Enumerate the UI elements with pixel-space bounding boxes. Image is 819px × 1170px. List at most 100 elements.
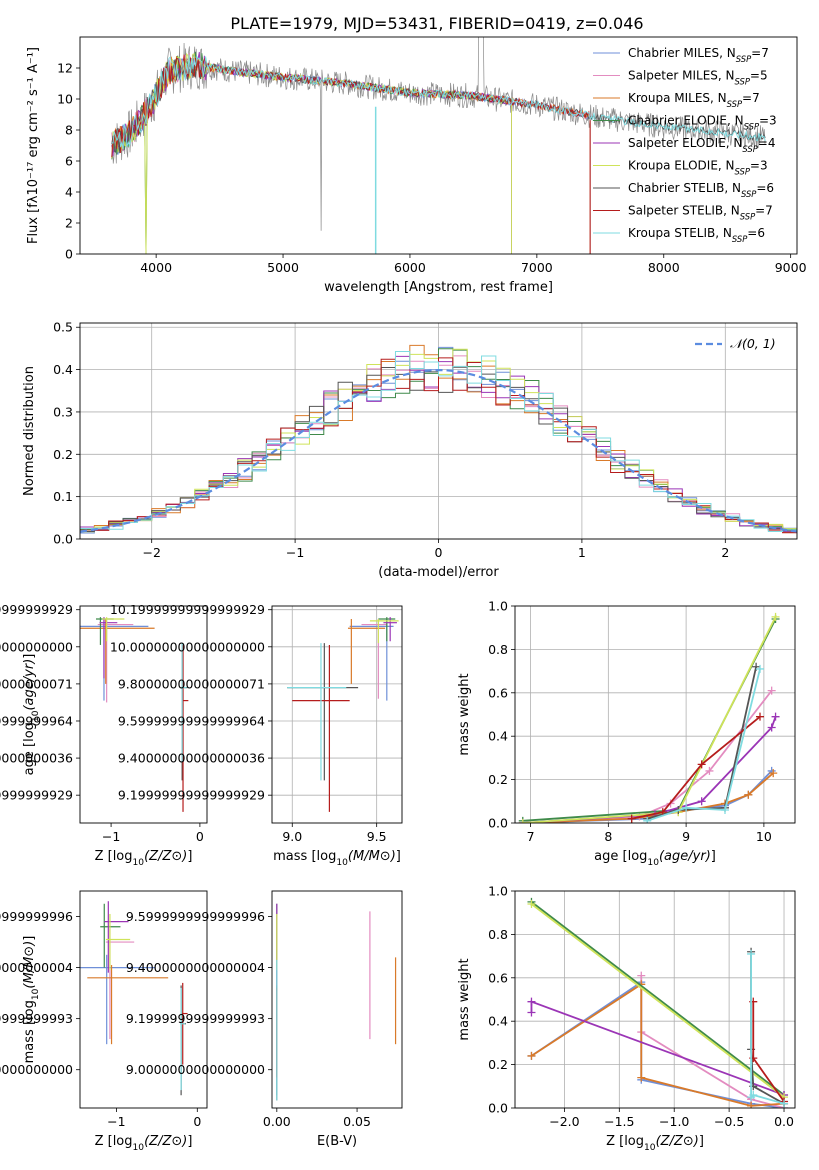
- weight-marker: [747, 949, 756, 958]
- weight-line: [522, 616, 777, 823]
- x-tick-label: 0: [196, 829, 204, 844]
- x-tick-label: 0.00: [263, 1114, 291, 1129]
- y-tick-label: 9.19999999999999929: [118, 788, 265, 803]
- weight-marker: [721, 805, 729, 814]
- italic-part: (age/yr): [22, 659, 37, 711]
- x-tick-label: 0: [193, 1114, 201, 1129]
- axes-frame: [271, 605, 403, 824]
- y-tick-label: 4: [65, 185, 73, 200]
- y-tick-label: 9.0000000000000000: [126, 1062, 265, 1077]
- y-tick-label: 0.6: [488, 970, 508, 985]
- italic-part: (M/M⊙): [22, 941, 37, 989]
- legend: Chabrier MILES, NSSP=7 Salpeter MILES, NS…: [593, 46, 777, 244]
- x-tick-label: 0: [435, 545, 443, 560]
- legend-count: =3: [750, 159, 768, 173]
- legend-label: Kroupa STELIB, NSSP=6: [628, 226, 765, 244]
- x-tick-label: 5000: [267, 260, 299, 275]
- axes-frame: [79, 890, 208, 1109]
- x-tick-label: 9: [682, 829, 690, 844]
- x-axis-label: wavelength [Angstrom, rest frame]: [324, 280, 553, 295]
- model-spectrum-line: [111, 52, 512, 254]
- legend-label: Chabrier STELIB, NSSP=6: [628, 181, 774, 199]
- y-tick-label: 9.5999999999999996: [126, 909, 265, 924]
- italic-part: (Z/Z⊙): [656, 1134, 699, 1149]
- legend-count: =6: [756, 181, 774, 195]
- y-tick-label: 1.0: [488, 599, 508, 614]
- x-axis-label: (data-model)/error: [378, 565, 499, 580]
- plot-area: [80, 617, 189, 812]
- y-tick-label: 0.8: [488, 927, 508, 942]
- x-axis-label: Z [log10(Z/Z⊙)]: [95, 849, 193, 868]
- weight-marker: [769, 769, 778, 778]
- subscript: SSP: [727, 99, 743, 109]
- weight-marker: [643, 816, 652, 823]
- y-axis-label: mass weight: [457, 958, 472, 1040]
- plot-area: [80, 901, 188, 1096]
- y-tick-label: 8: [65, 123, 73, 138]
- x-tick-label: 2: [721, 545, 729, 560]
- y-tick-label: 0.6: [488, 685, 508, 700]
- y-tick-label: 9.59999999999999964: [0, 713, 73, 728]
- y-tick-label: 9.19999999999999929: [0, 788, 73, 803]
- subscript: SSP: [735, 77, 751, 87]
- subscript: SSP: [740, 212, 756, 222]
- weight-marker: [637, 971, 646, 980]
- y-tick-label: 0.2: [488, 772, 508, 787]
- model-spectrum-line: [111, 54, 766, 150]
- axes-frame: [271, 890, 403, 1109]
- y-tick-label: 0.5: [53, 320, 73, 335]
- weight-line: [522, 690, 773, 823]
- weight-marker: [527, 1008, 536, 1017]
- subscript: SSP: [732, 234, 748, 244]
- weight-marker: [780, 1099, 789, 1108]
- age-vs-metallicity-panel: −1 0 9.19999999999999929 9.4000000000000003…: [0, 602, 208, 868]
- age-vs-mass-panel: 9.0 9.5 9.19999999999999929 9.4000000000000…: [110, 602, 403, 868]
- y-axis-label: age [log10(age/yr)]: [22, 654, 41, 776]
- mass-weight-vs-metallicity-panel: −2.0 −1.5 −1.0 −0.5 0.0 0.0 0.2 0.4 0.6 0.8 1.0 Z […: [457, 884, 796, 1153]
- x-tick-label: −1: [102, 829, 120, 844]
- x-tick-label: 7000: [521, 260, 553, 275]
- weight-marker: [767, 723, 776, 732]
- weight-marker: [627, 814, 636, 823]
- subscript: SSP: [736, 54, 752, 64]
- weight-line: [530, 901, 785, 1096]
- x-tick-label: −2.0: [549, 1114, 579, 1129]
- plot-area: [527, 897, 789, 1108]
- y-tick-label: 10.00000000000000000: [0, 639, 73, 654]
- italic-part: (M/M⊙): [348, 849, 396, 864]
- residuals-panel: −2 −1 0 1 2 0.0 0.1 0.2 0.3 0.4 0.5 (data-model)/er…: [22, 320, 798, 580]
- figure-title: PLATE=1979, MJD=53431, FIBERID=0419, z=0…: [230, 14, 643, 33]
- x-tick-label: 10: [756, 829, 772, 844]
- subscript: SSP: [735, 167, 751, 177]
- legend-count: =5: [750, 69, 768, 83]
- weight-marker: [527, 900, 536, 909]
- legend-label: Kroupa MILES, NSSP=7: [628, 91, 760, 109]
- weight-marker: [705, 766, 714, 775]
- x-tick-label: 6000: [394, 260, 426, 275]
- subscript: 10: [644, 1143, 656, 1153]
- legend-label: Salpeter ELODIE, NSSP=4: [628, 136, 776, 154]
- y-tick-label: 0: [65, 247, 73, 262]
- axes-frame: [79, 322, 798, 540]
- y-tick-label: 9.40000000000000036: [118, 751, 265, 766]
- y-tick-label: 6: [65, 154, 73, 169]
- legend-count: =3: [759, 114, 777, 128]
- x-tick-label: −2: [142, 545, 160, 560]
- y-tick-label: 0.4: [53, 362, 73, 377]
- x-axis-label: Z [log10(Z/Z⊙)]: [606, 1134, 704, 1153]
- y-tick-label: 0.0: [488, 816, 508, 831]
- mass-vs-metallicity-panel: −1 0 9.0000000000000000 9.1999999999999993 9…: [0, 890, 208, 1153]
- legend-label: Salpeter MILES, NSSP=5: [628, 69, 768, 87]
- x-axis-label: mass [log10(M/M⊙)]: [273, 849, 401, 868]
- x-tick-label: 9000: [775, 260, 807, 275]
- y-tick-label: 10.19999999999999929: [0, 602, 73, 617]
- axes-frame: [79, 36, 798, 255]
- y-tick-label: 9.40000000000000036: [0, 751, 73, 766]
- legend-label: Kroupa ELODIE, NSSP=3: [628, 159, 768, 177]
- x-tick-label: −1.0: [659, 1114, 689, 1129]
- mass-weight-vs-age-panel: 7 8 9 10 0.0 0.2 0.4 0.6 0.8 1.0 age [log10(age/yr…: [457, 599, 796, 868]
- weight-line: [522, 716, 777, 823]
- weight-marker: [744, 790, 753, 799]
- y-tick-label: 10.19999999999999929: [110, 602, 265, 617]
